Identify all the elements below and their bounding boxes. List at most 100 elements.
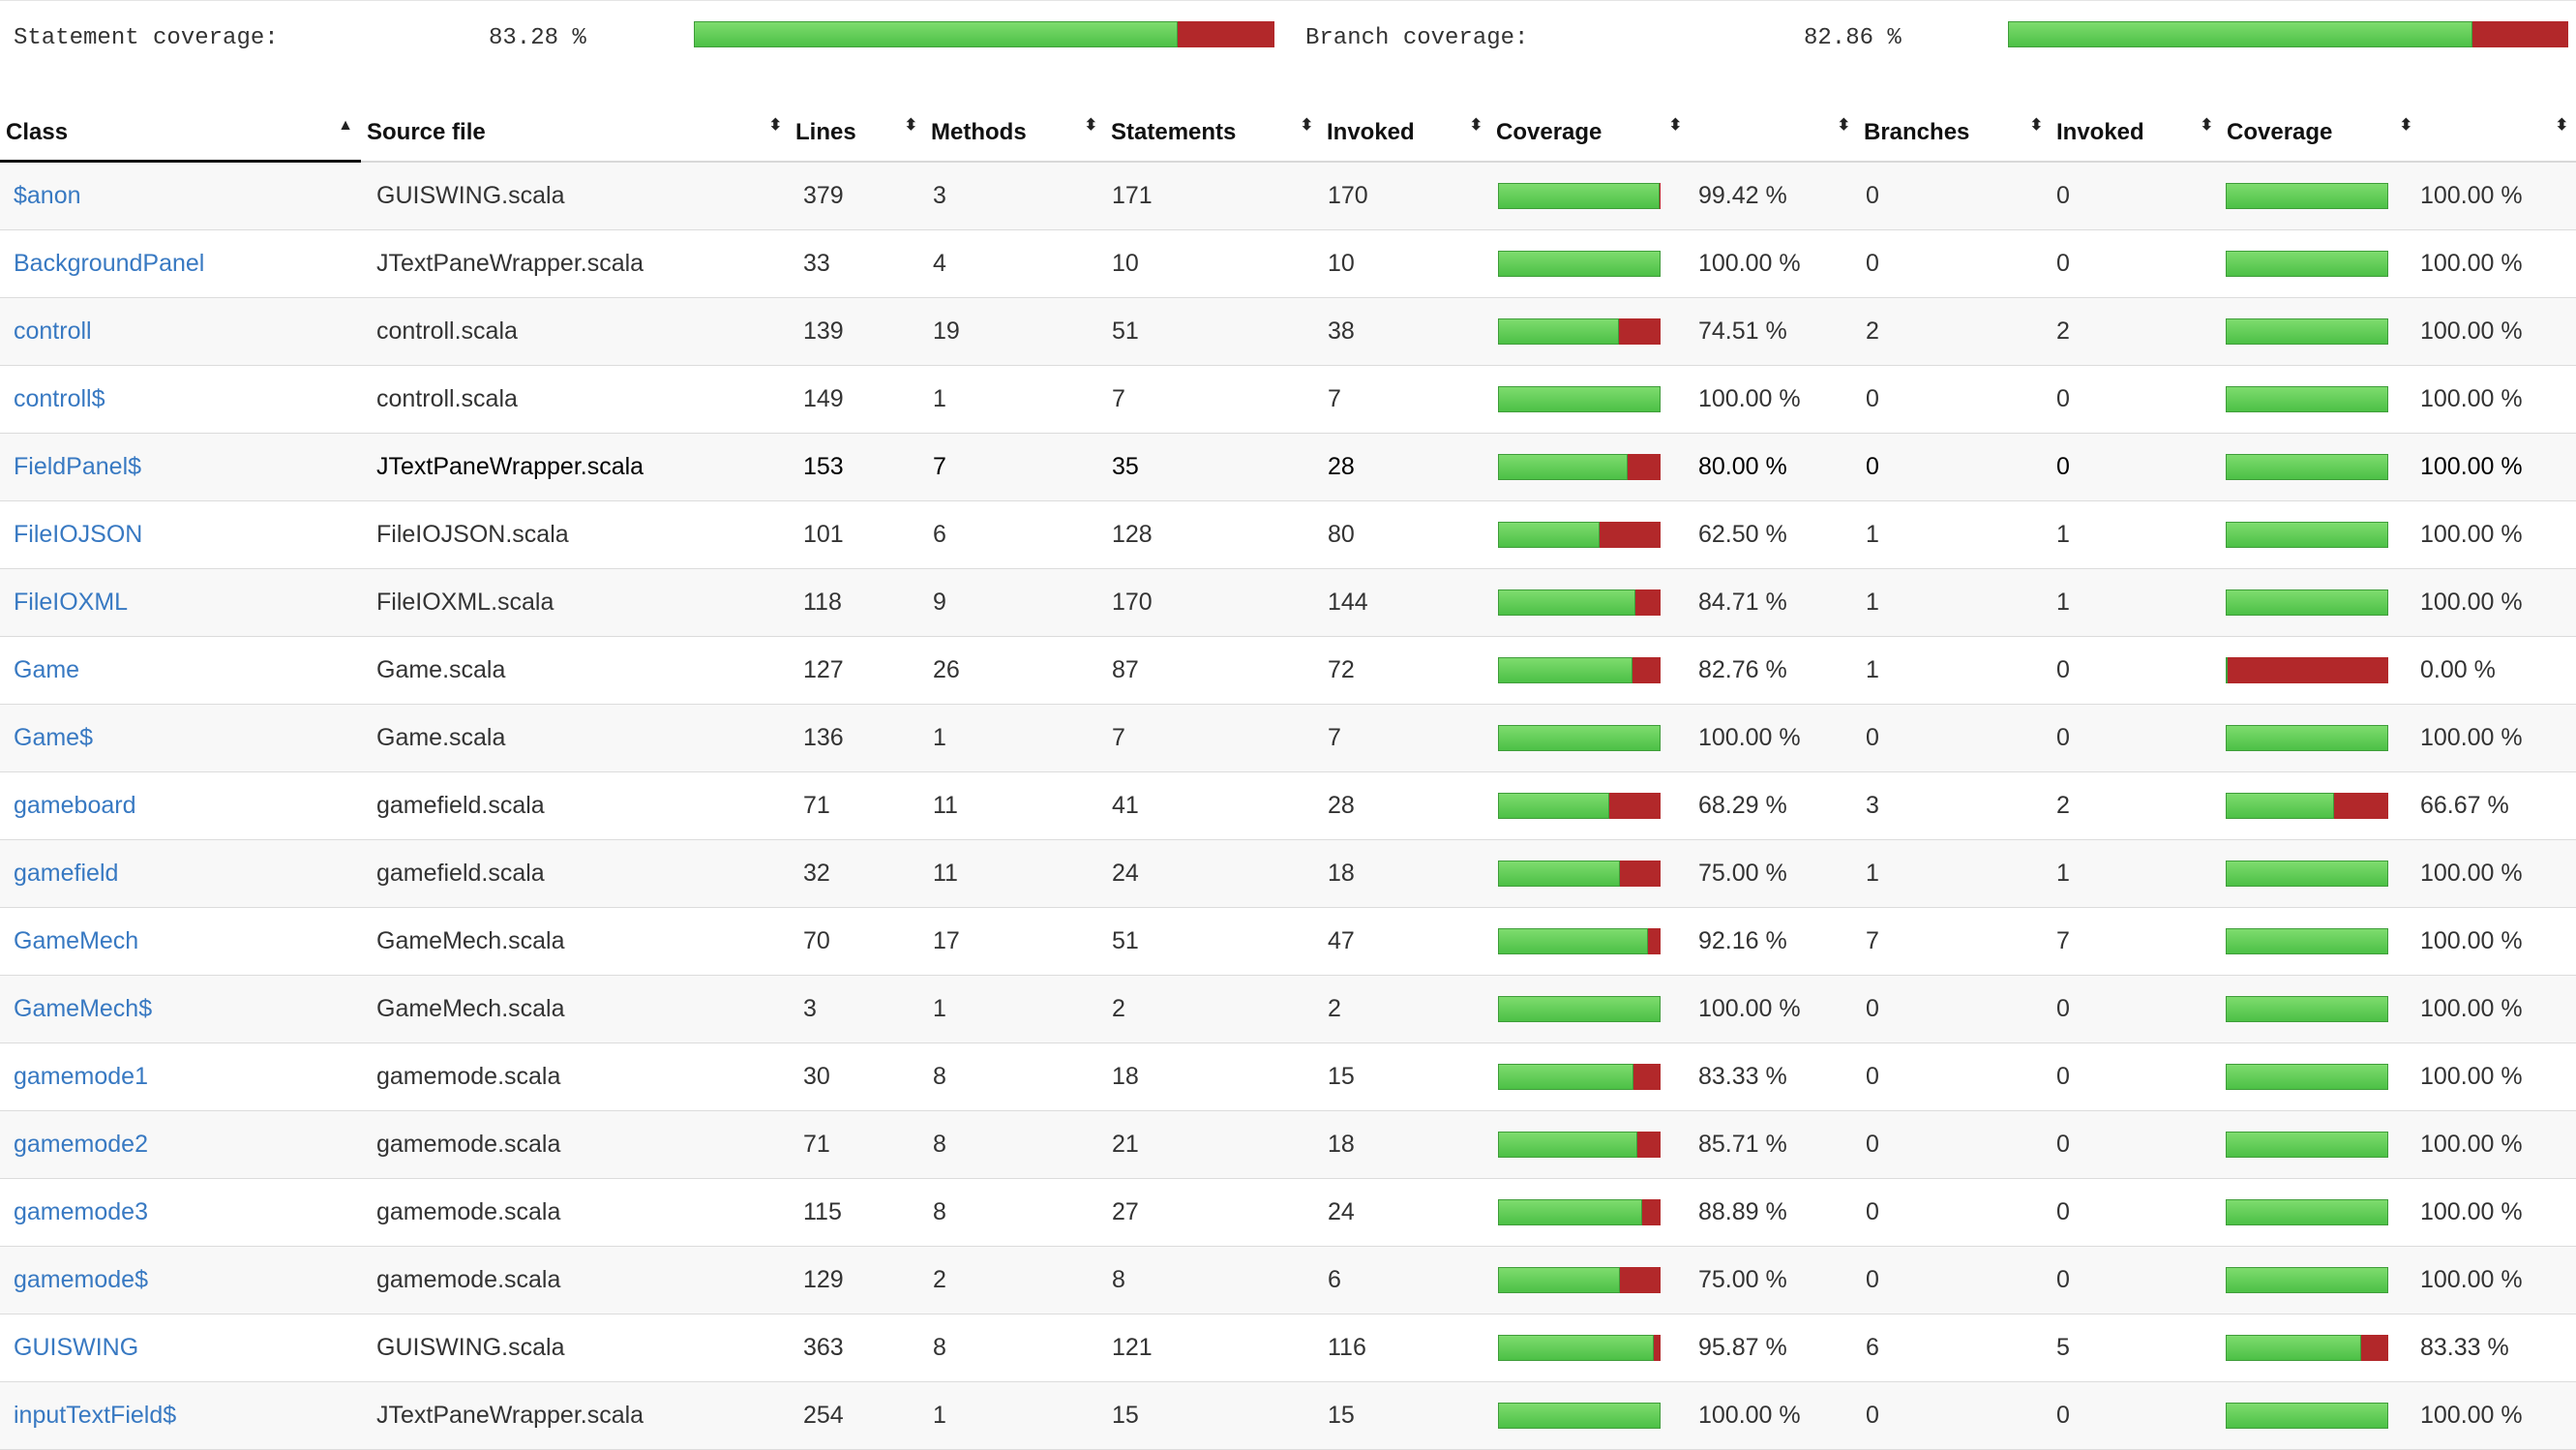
class-link[interactable]: controll <box>14 317 92 345</box>
source-file: gamemode.scala <box>376 1131 561 1158</box>
class-link[interactable]: gameboard <box>14 792 136 819</box>
invoked-value-cell: 18 <box>1321 1110 1490 1179</box>
class-link[interactable]: GUISWING <box>14 1334 139 1361</box>
class-link[interactable]: FileIOXML <box>14 589 129 616</box>
table-row: gamemode1 gamemode.scala 30 8 18 15 83.33 % 0 0 1… <box>0 1042 2576 1111</box>
sort-icon[interactable]: ⬍ <box>768 117 782 134</box>
class-link[interactable]: gamefield <box>14 860 119 887</box>
class-link[interactable]: GameMech$ <box>14 995 153 1022</box>
invoked-value-cell: 144 <box>1321 568 1490 637</box>
covered-portion <box>1498 1403 1661 1429</box>
class-link[interactable]: $anon <box>14 182 81 209</box>
branch-coverage-percent: 100.00 % <box>2420 1131 2523 1158</box>
column-header-branch-invoked[interactable]: Invoked ⬍ <box>2051 111 2221 163</box>
column-header-invoked[interactable]: Invoked ⬍ <box>1321 111 1490 163</box>
branch-coverage-percent: 100.00 % <box>2420 317 2523 345</box>
branch-coverage-percent: 0.00 % <box>2420 656 2496 683</box>
class-link[interactable]: gamemode$ <box>14 1266 148 1293</box>
statements-value-cell: 171 <box>1105 161 1321 230</box>
covered-portion <box>2226 657 2228 683</box>
sort-icon[interactable]: ⬍ <box>1084 117 1097 134</box>
covered-portion <box>2226 1199 2388 1225</box>
branch-invoked-value: 0 <box>2056 1266 2070 1293</box>
lines-value-cell: 139 <box>790 297 925 366</box>
methods-value-cell: 1 <box>925 704 1105 772</box>
methods-value-cell: 3 <box>925 161 1105 230</box>
class-link[interactable]: GameMech <box>14 927 139 954</box>
branch-coverage-percent: 100.00 % <box>2420 453 2523 480</box>
covered-portion <box>1498 657 1633 683</box>
class-link[interactable]: gamemode3 <box>14 1198 148 1225</box>
column-header-methods[interactable]: Methods ⬍ <box>925 111 1105 163</box>
statement-coverage-bar <box>1498 454 1661 480</box>
lines-value-cell: 115 <box>790 1178 925 1247</box>
branch-coverage-percent: 82.86 % <box>1804 25 1902 51</box>
methods-value: 8 <box>933 1131 946 1158</box>
column-header-branch-coverage-percent[interactable]: ⬍ <box>2420 111 2576 163</box>
branch-coverage-label: Branch coverage: <box>1305 25 1529 51</box>
branch-coverage-percent-cell: 100.00 % <box>2420 568 2576 637</box>
branches-value-cell: 0 <box>1858 161 2051 230</box>
column-header-source-file[interactable]: Source file ⬍ <box>361 111 790 163</box>
methods-value: 1 <box>933 724 946 751</box>
branch-invoked-value-cell: 0 <box>2051 229 2221 298</box>
statement-coverage-bar <box>694 21 1274 47</box>
class-name-cell: FileIOJSON <box>0 500 361 569</box>
sort-icon[interactable]: ⬍ <box>2029 117 2043 134</box>
column-header-coverage[interactable]: Coverage ⬍ <box>1490 111 1690 163</box>
column-header-coverage-percent[interactable]: ⬍ <box>1690 111 1858 163</box>
sort-ascending-icon[interactable]: ▲ <box>338 117 353 134</box>
statements-value: 24 <box>1112 860 1139 887</box>
sort-icon[interactable]: ⬍ <box>1300 117 1313 134</box>
column-header-statements[interactable]: Statements ⬍ <box>1105 111 1321 163</box>
sort-icon[interactable]: ⬍ <box>1668 117 1682 134</box>
statements-value: 41 <box>1112 792 1139 819</box>
statement-coverage-bar <box>1498 1199 1661 1225</box>
lines-value-cell: 149 <box>790 365 925 434</box>
class-link[interactable]: Game <box>14 656 80 683</box>
class-link[interactable]: gamemode2 <box>14 1131 148 1158</box>
lines-value: 254 <box>803 1402 844 1429</box>
branch-invoked-value: 0 <box>2056 1063 2070 1090</box>
source-file-cell: gamemode.scala <box>361 1110 790 1179</box>
sort-icon[interactable]: ⬍ <box>904 117 917 134</box>
class-link[interactable]: gamemode1 <box>14 1063 148 1090</box>
statement-coverage-percent-cell: 83.33 % <box>1690 1042 1858 1111</box>
branch-coverage-percent: 100.00 % <box>2420 250 2523 277</box>
table-row: $anon GUISWING.scala 379 3 171 170 99.42 % 0 0 10… <box>0 161 2576 230</box>
class-name-cell: FileIOXML <box>0 568 361 637</box>
class-link[interactable]: Game$ <box>14 724 93 751</box>
statement-coverage-bar-cell <box>1490 975 1690 1043</box>
sort-icon[interactable]: ⬍ <box>2555 117 2568 134</box>
class-link[interactable]: inputTextField$ <box>14 1402 177 1429</box>
sort-icon[interactable]: ⬍ <box>1837 117 1850 134</box>
column-header-label: Source file <box>367 119 486 145</box>
methods-value: 7 <box>933 453 946 480</box>
covered-portion <box>1498 1064 1633 1090</box>
covered-portion <box>1498 928 1648 954</box>
class-link[interactable]: BackgroundPanel <box>14 250 205 277</box>
invoked-value-cell: 6 <box>1321 1246 1490 1314</box>
column-header-lines[interactable]: Lines ⬍ <box>790 111 925 163</box>
branches-value-cell: 0 <box>1858 1178 2051 1247</box>
column-header-class[interactable]: Class ▲ <box>0 111 361 163</box>
column-header-branch-coverage[interactable]: Coverage ⬍ <box>2221 111 2420 163</box>
sort-icon[interactable]: ⬍ <box>2399 117 2412 134</box>
sort-icon[interactable]: ⬍ <box>2200 117 2213 134</box>
class-link[interactable]: controll$ <box>14 385 105 412</box>
source-file-cell: FileIOJSON.scala <box>361 500 790 569</box>
class-name-cell: controll <box>0 297 361 366</box>
column-header-branches[interactable]: Branches ⬍ <box>1858 111 2051 163</box>
source-file-cell: JTextPaneWrapper.scala <box>361 433 790 501</box>
branch-invoked-value-cell: 0 <box>2051 365 2221 434</box>
class-link[interactable]: FileIOJSON <box>14 521 143 548</box>
branch-coverage-bar-cell <box>2221 1110 2420 1179</box>
branch-coverage-bar-cell <box>2221 771 2420 840</box>
sort-icon[interactable]: ⬍ <box>1469 117 1483 134</box>
class-link[interactable]: FieldPanel$ <box>14 453 142 480</box>
methods-value: 2 <box>933 1266 946 1293</box>
lines-value-cell: 379 <box>790 161 925 230</box>
branch-coverage-bar-cell <box>2221 1246 2420 1314</box>
statement-coverage-bar <box>1498 386 1661 412</box>
branch-coverage-percent-cell: 100.00 % <box>2420 365 2576 434</box>
